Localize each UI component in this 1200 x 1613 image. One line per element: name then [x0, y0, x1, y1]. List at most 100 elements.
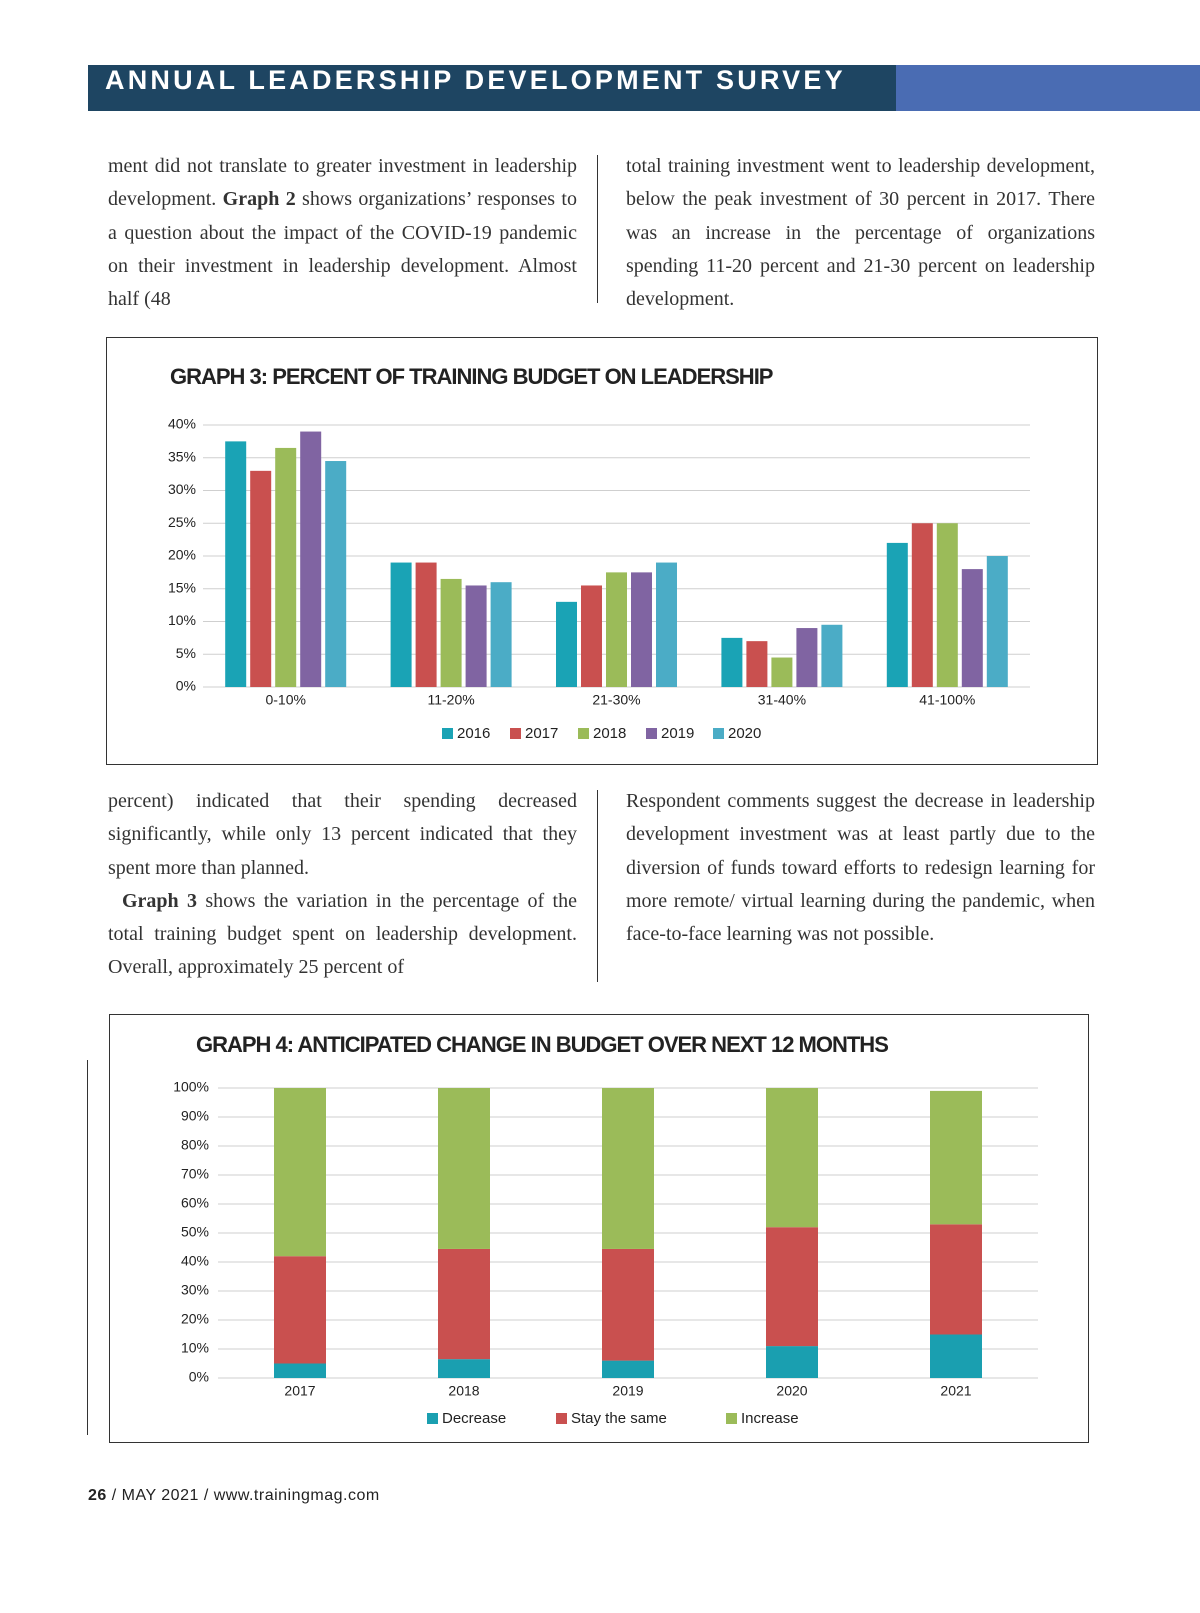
text-run: shows the variation in the percentage of…	[108, 889, 577, 979]
y-tick-label: 20%	[168, 547, 196, 563]
bar-segment	[602, 1248, 654, 1361]
text-run: ment did not translate to greater invest…	[108, 155, 577, 211]
paragraph: Graph 3 shows the variation in the perce…	[108, 885, 577, 985]
bar-segment	[766, 1346, 818, 1378]
bar	[936, 523, 958, 687]
bar	[250, 470, 272, 687]
bar	[886, 542, 908, 687]
x-tick-label: 0-10%	[265, 692, 305, 708]
y-tick-label: 0%	[189, 1369, 209, 1385]
bar	[300, 431, 322, 687]
bar	[631, 572, 652, 687]
y-tick-label: 10%	[181, 1340, 209, 1356]
y-tick-label: 25%	[168, 514, 196, 530]
x-tick-label: 2019	[612, 1383, 643, 1399]
legend-swatch	[510, 728, 521, 739]
legend-swatch	[556, 1413, 567, 1424]
x-tick-label: 2020	[776, 1383, 807, 1399]
y-tick-label: 20%	[181, 1311, 209, 1327]
y-tick-label: 5%	[176, 645, 196, 661]
bar-segment	[274, 1363, 326, 1378]
y-tick-label: 10%	[168, 612, 196, 628]
bar	[325, 461, 347, 687]
y-tick-label: 30%	[168, 481, 196, 497]
x-tick-label: 2018	[448, 1383, 479, 1399]
legend-label: 2016	[457, 725, 490, 742]
text-run: total training investment went to leader…	[626, 155, 1095, 311]
bar-segment	[602, 1088, 654, 1249]
bar	[275, 447, 297, 687]
legend-swatch	[713, 728, 724, 739]
y-tick-label: 50%	[181, 1224, 209, 1240]
bar	[961, 569, 983, 687]
paragraph: Respondent comments suggest the decrease…	[626, 785, 1095, 951]
x-tick-label: 2017	[284, 1383, 315, 1399]
y-tick-label: 70%	[181, 1166, 209, 1182]
y-tick-label: 30%	[181, 1282, 209, 1298]
text-column: Respondent comments suggest the decrease…	[626, 785, 1095, 951]
bar-segment	[438, 1248, 490, 1360]
bar-segment	[930, 1334, 982, 1378]
bar-segment	[438, 1088, 490, 1249]
y-tick-label: 40%	[168, 416, 196, 432]
bar	[581, 585, 602, 687]
bar	[746, 641, 768, 687]
bar	[440, 578, 462, 687]
legend-swatch	[427, 1413, 438, 1424]
text-column: total training investment went to leader…	[626, 150, 1095, 316]
page-number: 26	[88, 1487, 107, 1504]
bar	[796, 628, 818, 687]
bar	[556, 601, 577, 687]
y-tick-label: 100%	[173, 1079, 209, 1095]
y-tick-label: 15%	[168, 579, 196, 595]
x-tick-label: 41-100%	[919, 692, 975, 708]
bar	[606, 572, 627, 687]
header-bar	[88, 65, 896, 111]
bar-segment	[766, 1088, 818, 1228]
bar-segment	[274, 1088, 326, 1257]
legend-label: 2018	[593, 725, 626, 742]
text-run: Graph 3	[122, 889, 198, 912]
bar	[490, 582, 512, 687]
x-tick-label: 11-20%	[427, 692, 474, 708]
bar	[911, 523, 933, 687]
bar-segment	[766, 1227, 818, 1347]
column-rule	[597, 155, 598, 303]
chart-frame	[109, 1014, 1089, 1443]
bar	[821, 624, 843, 687]
header-title: ANNUAL LEADERSHIP DEVELOPMENT SURVEY	[105, 65, 846, 95]
legend-label: 2020	[728, 725, 761, 742]
bar-segment	[274, 1256, 326, 1364]
text-run: shows organizations’ responses to a ques…	[108, 188, 577, 311]
legend-label: Increase	[741, 1410, 799, 1427]
chart-title: GRAPH 4: ANTICIPATED CHANGE IN BUDGET OV…	[196, 1032, 888, 1057]
y-tick-label: 35%	[168, 448, 196, 464]
bar-segment	[438, 1359, 490, 1378]
legend-label: Stay the same	[571, 1410, 667, 1427]
footer: 26 / MAY 2021 / www.trainingmag.com	[88, 1487, 380, 1505]
legend-label: 2019	[661, 725, 694, 742]
paragraph: total training investment went to leader…	[626, 150, 1095, 316]
legend-swatch	[442, 728, 453, 739]
bar	[986, 556, 1008, 687]
bar	[771, 657, 793, 687]
header-accent	[896, 65, 1200, 111]
legend-swatch	[726, 1413, 737, 1424]
text-column: ment did not translate to greater invest…	[108, 150, 577, 316]
text-run: Graph 2	[222, 188, 296, 211]
legend-swatch	[646, 728, 657, 739]
footer-text: / MAY 2021 / www.trainingmag.com	[106, 1487, 380, 1504]
bar	[390, 562, 412, 687]
y-tick-label: 40%	[181, 1253, 209, 1269]
bar-segment	[930, 1090, 982, 1225]
bar-segment	[930, 1224, 982, 1335]
legend-label: 2017	[525, 725, 558, 742]
bar	[721, 637, 743, 687]
column-rule	[597, 790, 598, 982]
text-run: percent) indicated that their spending d…	[108, 790, 577, 879]
bar	[656, 562, 677, 687]
y-tick-label: 80%	[181, 1137, 209, 1153]
x-tick-label: 2021	[940, 1383, 971, 1399]
x-tick-label: 21-30%	[592, 692, 640, 708]
